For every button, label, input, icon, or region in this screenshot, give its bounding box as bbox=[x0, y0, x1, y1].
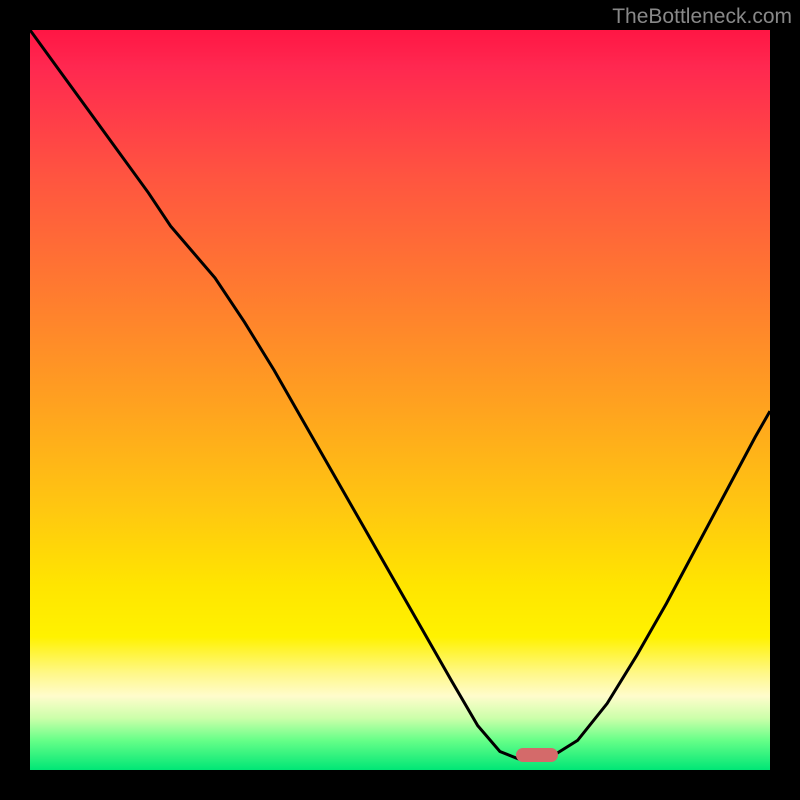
performance-curve bbox=[30, 30, 770, 770]
bottleneck-chart: TheBottleneck.com bbox=[0, 0, 800, 800]
watermark-text: TheBottleneck.com bbox=[612, 5, 792, 29]
optimal-point-marker bbox=[516, 748, 558, 762]
